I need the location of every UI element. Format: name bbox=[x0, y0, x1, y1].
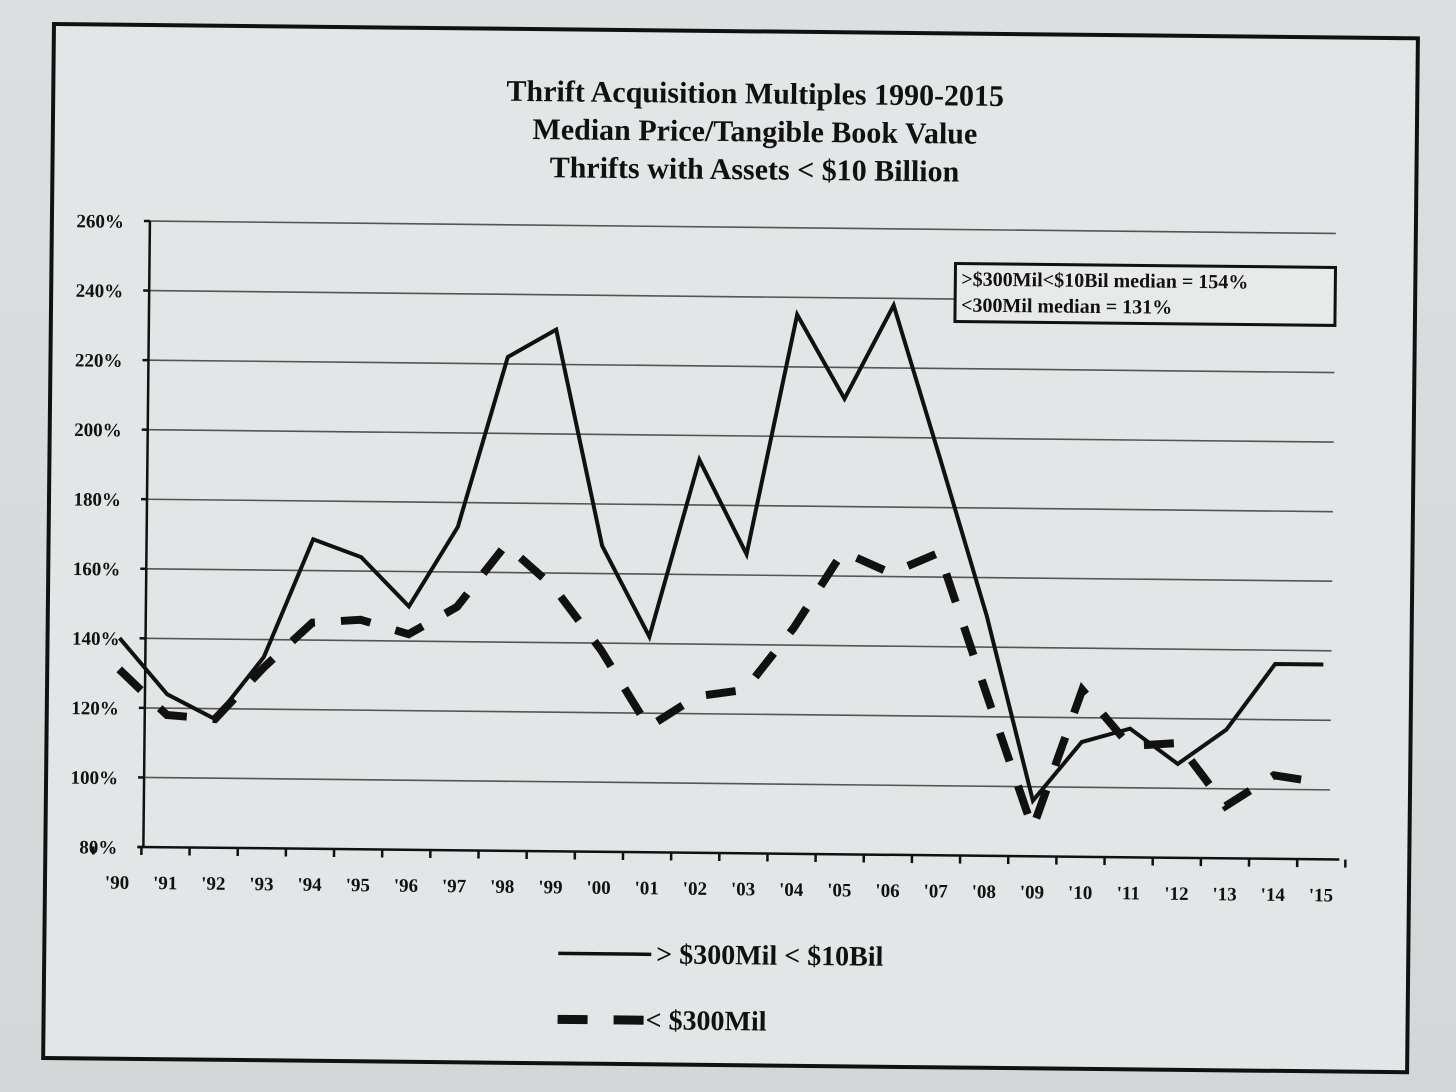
grid-line bbox=[146, 567, 1333, 583]
grid-line bbox=[146, 498, 1333, 513]
series-line-300mil-to-10bil bbox=[118, 300, 1324, 806]
chart-frame: Thrift Acquisition Multiples 1990-2015 M… bbox=[41, 22, 1420, 1075]
chart-title: Thrift Acquisition Multiples 1990-2015 M… bbox=[506, 75, 1004, 189]
legend: > $300Mil < $10Bil < $300Mil bbox=[557, 939, 884, 1038]
x-axis-tick-label: '00 bbox=[586, 878, 610, 899]
x-axis-tick-label: '90 bbox=[105, 873, 129, 894]
grid-line bbox=[147, 428, 1334, 443]
x-axis-tick-label: '92 bbox=[201, 874, 225, 895]
grid-line bbox=[144, 707, 1331, 722]
y-axis-line bbox=[142, 221, 152, 848]
x-axis-tick-label: '14 bbox=[1261, 885, 1286, 906]
median-annotation-line-2: <300Mil median = 131% bbox=[961, 295, 1172, 319]
median-annotation-border bbox=[953, 261, 1338, 327]
legend-label-dashed: < $300Mil bbox=[645, 1005, 766, 1037]
y-axis-tick-label: 100% bbox=[70, 768, 118, 789]
x-axis-tick-label: '95 bbox=[346, 875, 370, 896]
grid-line bbox=[148, 359, 1335, 374]
grid-line bbox=[145, 637, 1332, 652]
series-lines bbox=[116, 300, 1324, 841]
x-axis-tick-label: '15 bbox=[1309, 885, 1333, 906]
x-axis-tick-label: '13 bbox=[1212, 884, 1236, 905]
x-axis-tick-label: '09 bbox=[1020, 882, 1044, 903]
x-axis-tick-labels: '90 '91 '92 '93 '94 '95 '96 '97 '98 '99 '00 '01 '02 '… bbox=[105, 873, 1333, 907]
legend-item-solid: > $300Mil < $10Bil bbox=[558, 939, 884, 973]
line-chart: Thrift Acquisition Multiples 1990-2015 M… bbox=[70, 75, 1347, 1038]
x-axis-tick-label: '10 bbox=[1068, 883, 1092, 904]
y-axis-tick-label: 240% bbox=[76, 281, 124, 302]
x-axis-tick-label: '96 bbox=[394, 876, 418, 897]
x-axis-tick-label: '11 bbox=[1117, 883, 1140, 904]
x-axis-tick-label: '06 bbox=[875, 881, 899, 902]
x-axis-tick-label: '98 bbox=[490, 877, 514, 898]
legend-item-dashed: < $300Mil bbox=[557, 1005, 767, 1038]
y-axis-tick-labels: 80% 100% 120% 140% 160% 180% 200% 220% 240% 260% bbox=[70, 211, 124, 858]
axes bbox=[91, 221, 1347, 868]
x-axis-tick-label: '91 bbox=[153, 873, 177, 894]
x-axis-tick-label: '93 bbox=[249, 874, 273, 895]
grid-line bbox=[144, 776, 1331, 791]
x-axis-tick-label: '12 bbox=[1164, 884, 1188, 905]
x-axis-tick-label: '07 bbox=[923, 881, 948, 902]
legend-swatch-solid bbox=[558, 951, 652, 957]
y-axis-tick-label: 200% bbox=[74, 420, 122, 441]
x-axis-tick-label: '97 bbox=[442, 876, 467, 897]
x-axis-tick-label: '08 bbox=[972, 882, 996, 903]
x-axis-tick-label: '04 bbox=[779, 880, 804, 901]
legend-label-solid: > $300Mil < $10Bil bbox=[656, 939, 884, 972]
x-axis-line bbox=[137, 845, 1340, 861]
chart-title-line-3: Thrifts with Assets < $10 Billion bbox=[550, 151, 960, 188]
y-axis-tick-label: 260% bbox=[76, 211, 124, 232]
x-axis-tick-label: '02 bbox=[683, 879, 707, 900]
y-axis-tick-label: 180% bbox=[73, 489, 121, 510]
series-line-under-300mil bbox=[116, 538, 1323, 841]
chart-title-line-1: Thrift Acquisition Multiples 1990-2015 bbox=[506, 75, 1004, 113]
y-axis-tick-label: 80% bbox=[79, 837, 117, 858]
median-annotation-line-1: >$300Mil<$10Bil median = 154% bbox=[961, 269, 1248, 294]
x-axis-tick-label: '94 bbox=[297, 875, 322, 896]
x-axis-tick-label: '03 bbox=[731, 879, 755, 900]
legend-swatch-dashed bbox=[557, 1014, 646, 1025]
grid-line bbox=[149, 220, 1336, 235]
grid-lines bbox=[137, 219, 1336, 849]
y-axis-tick-label: 220% bbox=[75, 350, 123, 371]
chart-title-line-2: Median Price/Tangible Book Value bbox=[532, 113, 977, 151]
x-axis-tick-label: '05 bbox=[827, 880, 851, 901]
y-axis-tick-label: 160% bbox=[73, 559, 121, 580]
x-axis-tick-label: '01 bbox=[634, 878, 658, 899]
median-annotation-box: >$300Mil<$10Bil median = 154% <300Mil me… bbox=[953, 261, 1338, 327]
y-axis-tick-label: 120% bbox=[71, 698, 119, 719]
x-axis-tick-label: '99 bbox=[538, 877, 562, 898]
y-axis-tick-label: 140% bbox=[72, 629, 120, 650]
